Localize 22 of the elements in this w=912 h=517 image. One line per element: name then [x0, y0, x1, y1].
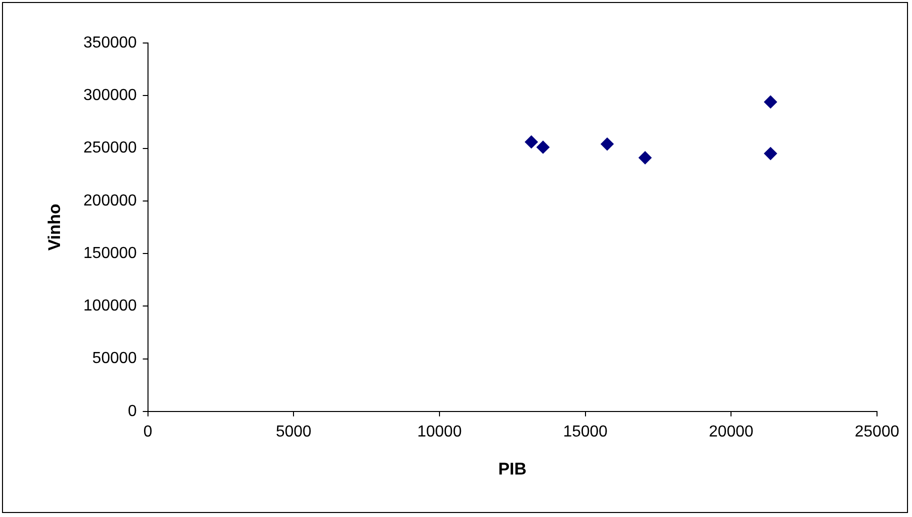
x-tick-label: 20000 — [708, 423, 754, 440]
x-tick-label: 5000 — [276, 423, 312, 440]
y-axis-title: Vinho — [44, 204, 64, 251]
point — [764, 147, 778, 160]
x-axis-title: PIB — [498, 459, 527, 478]
point — [524, 135, 538, 148]
x-tick-label: 0 — [143, 423, 152, 440]
x-tick-label: 25000 — [854, 423, 900, 440]
y-tick-label: 250000 — [83, 140, 137, 157]
point — [638, 151, 652, 164]
y-tick-label: 100000 — [83, 298, 137, 315]
y-tick-label: 150000 — [83, 244, 137, 262]
y-tick-label: 200000 — [83, 192, 137, 210]
y-tick-label: 50000 — [92, 350, 137, 368]
y-tick-label: 0 — [128, 402, 137, 420]
point — [600, 138, 614, 151]
point — [536, 140, 550, 154]
point — [764, 95, 778, 108]
y-tick-label: 300000 — [83, 87, 137, 104]
x-tick-label: 15000 — [563, 423, 608, 440]
x-tick-label: 10000 — [417, 423, 462, 440]
y-tick-label: 350000 — [83, 34, 137, 52]
